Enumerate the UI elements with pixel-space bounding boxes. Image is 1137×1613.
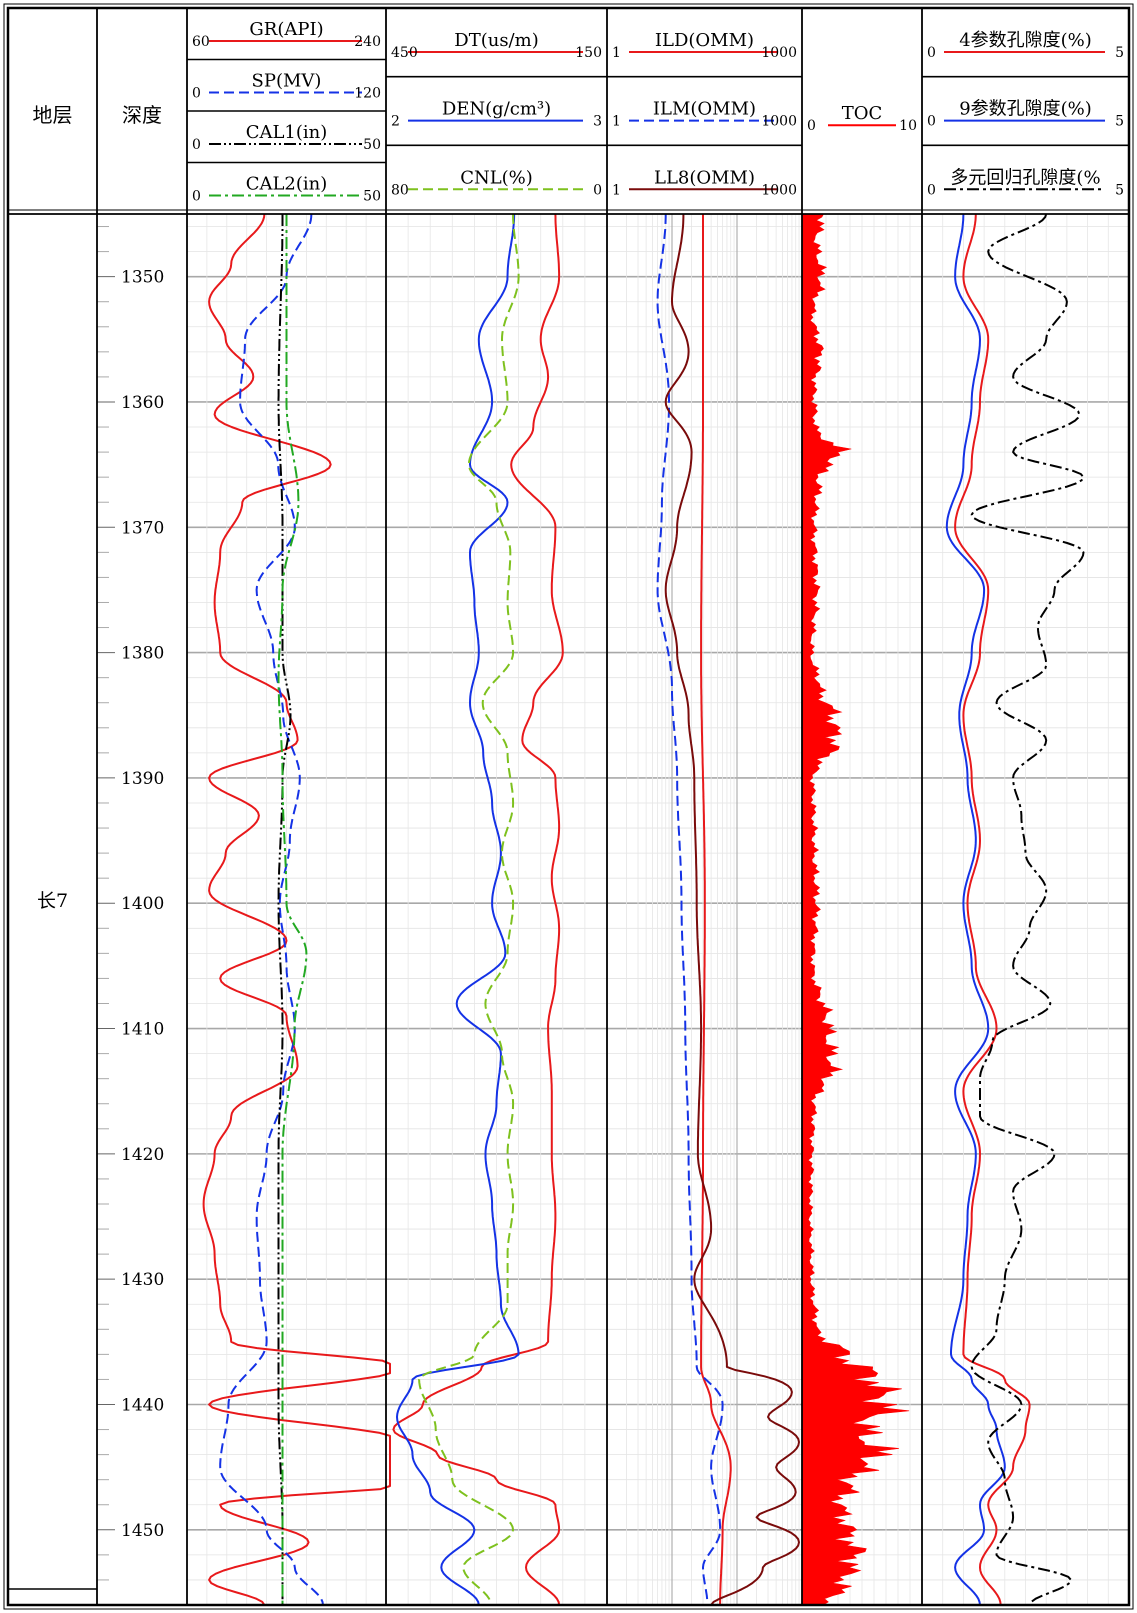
curve-name-label: LL8(OMM) — [654, 167, 755, 188]
scale-min-label: 0 — [192, 85, 201, 101]
scale-max-label: 240 — [354, 34, 381, 50]
outer-frame — [6, 6, 1131, 1607]
scale-min-label: 1 — [612, 45, 621, 61]
curve-DEN(g/cm³) — [396, 213, 520, 1606]
scale-max-label: 10 — [899, 118, 917, 134]
curve-name-label: 4参数孔隙度(%) — [959, 30, 1092, 51]
scale-min-label: 1 — [612, 182, 621, 198]
curve-ILM(OMM) — [656, 214, 724, 1606]
scale-min-label: 450 — [391, 45, 418, 61]
scale-min-label: 0 — [927, 114, 936, 130]
depth-tick-label: 1420 — [121, 1145, 164, 1165]
scale-max-label: 5 — [1115, 45, 1124, 61]
depth-tick-label: 1400 — [121, 894, 164, 914]
curve-name-label: ILD(OMM) — [655, 30, 754, 51]
scale-min-label: 0 — [807, 118, 816, 134]
scale-max-label: 50 — [363, 188, 381, 204]
curve-toc-fill — [801, 213, 910, 1606]
curve-CAL1(in) — [277, 214, 292, 1605]
depth-tick-label: 1360 — [121, 393, 164, 413]
scale-max-label: 50 — [363, 137, 381, 153]
scale-max-label: 5 — [1115, 114, 1124, 130]
curve-name-label: CNL(%) — [460, 167, 533, 188]
curve-DT(us/m) — [392, 213, 564, 1606]
depth-tick-label: 1370 — [121, 518, 164, 538]
curve-GR(API) — [202, 213, 391, 1606]
curve-name-label: DEN(g/cm³) — [442, 99, 551, 120]
curve-name-label: GR(API) — [249, 19, 323, 40]
scale-max-label: 120 — [354, 85, 381, 101]
depth-header: 深度 — [122, 103, 162, 127]
curve-name-label: SP(MV) — [252, 70, 322, 91]
scale-min-label: 80 — [391, 182, 409, 198]
formation-header: 地层 — [33, 103, 73, 127]
depth-tick-label: 1430 — [121, 1270, 164, 1290]
scale-max-label: 1000 — [761, 114, 797, 130]
curve-多元回归孔隙度(% — [970, 213, 1085, 1606]
curve-9参数孔隙度(%) — [945, 213, 1006, 1606]
curve-4参数孔隙度(%) — [954, 213, 1031, 1606]
outer-frame-double — [3, 3, 1134, 1610]
curve-name-label: CAL2(in) — [246, 173, 328, 194]
depth-tick-label: 1380 — [121, 644, 164, 664]
scale-max-label: 0 — [593, 182, 602, 198]
curve-ILD(OMM) — [700, 214, 732, 1605]
scale-min-label: 0 — [927, 45, 936, 61]
scale-min-label: 0 — [927, 182, 936, 198]
depth-tick-label: 1390 — [121, 769, 164, 789]
curve-name-label: 多元回归孔隙度(% — [950, 167, 1100, 188]
depth-tick-label: 1450 — [121, 1521, 164, 1541]
scale-min-label: 2 — [391, 114, 400, 130]
scale-max-label: 3 — [593, 114, 602, 130]
curve-name-label: TOC — [842, 103, 883, 124]
curve-name-label: ILM(OMM) — [653, 99, 756, 120]
formation-name: 长7 — [37, 890, 68, 912]
scale-max-label: 1000 — [761, 45, 797, 61]
scale-max-label: 150 — [575, 45, 602, 61]
depth-tick-label: 1350 — [121, 268, 164, 288]
curve-name-label: DT(us/m) — [454, 30, 538, 51]
curve-LL8(OMM) — [664, 214, 800, 1606]
scale-min-label: 1 — [612, 114, 621, 130]
curve-CAL2(in) — [277, 214, 308, 1605]
depth-tick-label: 1410 — [121, 1020, 164, 1040]
curve-name-label: CAL1(in) — [246, 122, 328, 143]
scale-min-label: 0 — [192, 188, 201, 204]
curve-SP(MV) — [219, 213, 324, 1606]
scale-max-label: 1000 — [761, 182, 797, 198]
scale-min-label: 0 — [192, 137, 201, 153]
scale-max-label: 5 — [1115, 182, 1124, 198]
scale-min-label: 60 — [192, 34, 210, 50]
depth-tick-label: 1440 — [121, 1395, 164, 1415]
curve-CNL(%) — [418, 214, 520, 1606]
curve-name-label: 9参数孔隙度(%) — [959, 99, 1092, 120]
